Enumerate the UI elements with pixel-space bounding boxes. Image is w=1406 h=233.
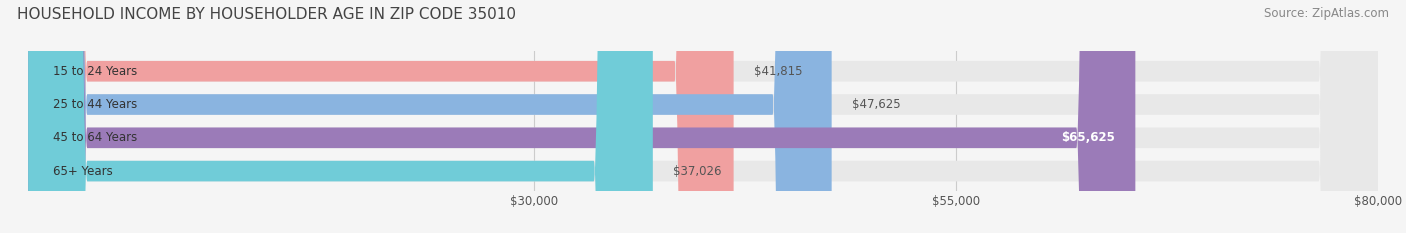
Text: 25 to 44 Years: 25 to 44 Years: [53, 98, 138, 111]
FancyBboxPatch shape: [28, 0, 832, 233]
FancyBboxPatch shape: [28, 0, 1378, 233]
Text: Source: ZipAtlas.com: Source: ZipAtlas.com: [1264, 7, 1389, 20]
Text: HOUSEHOLD INCOME BY HOUSEHOLDER AGE IN ZIP CODE 35010: HOUSEHOLD INCOME BY HOUSEHOLDER AGE IN Z…: [17, 7, 516, 22]
FancyBboxPatch shape: [28, 0, 1136, 233]
Text: $65,625: $65,625: [1062, 131, 1115, 144]
Text: $37,026: $37,026: [673, 164, 721, 178]
FancyBboxPatch shape: [28, 0, 734, 233]
Text: $41,815: $41,815: [754, 65, 803, 78]
Text: 15 to 24 Years: 15 to 24 Years: [53, 65, 138, 78]
FancyBboxPatch shape: [28, 0, 1378, 233]
Text: 45 to 64 Years: 45 to 64 Years: [53, 131, 138, 144]
FancyBboxPatch shape: [28, 0, 652, 233]
Text: $47,625: $47,625: [852, 98, 900, 111]
FancyBboxPatch shape: [28, 0, 1378, 233]
FancyBboxPatch shape: [28, 0, 1378, 233]
Text: 65+ Years: 65+ Years: [53, 164, 112, 178]
